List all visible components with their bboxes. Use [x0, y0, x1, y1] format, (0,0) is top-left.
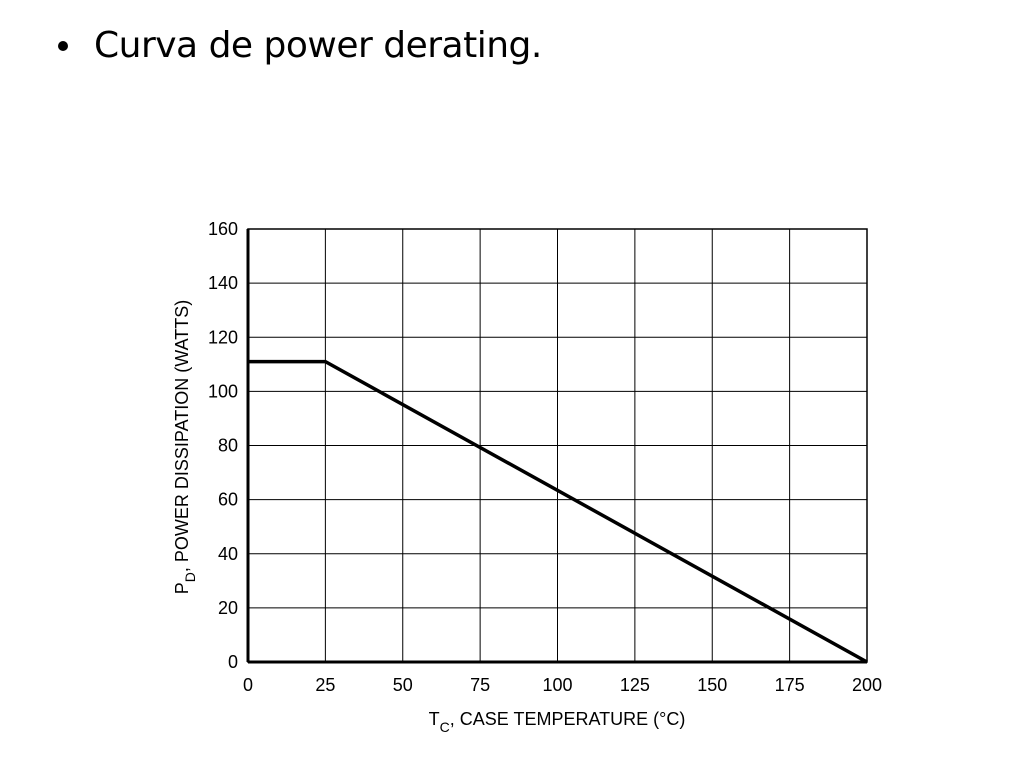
y-tick-label: 140: [208, 273, 238, 293]
x-tick-label: 0: [243, 675, 253, 695]
x-tick-label: 75: [470, 675, 490, 695]
x-tick-label: 125: [620, 675, 650, 695]
x-tick-label: 200: [852, 675, 882, 695]
x-axis-label-rest: , CASE TEMPERATURE (°C): [450, 709, 686, 729]
x-axis-label-main: T: [429, 709, 440, 729]
y-tick-label: 0: [228, 652, 238, 672]
y-tick-label: 100: [208, 381, 238, 401]
bullet-icon: [58, 41, 68, 51]
y-tick-label: 160: [208, 219, 238, 239]
y-axis-label: PD, POWER DISSIPATION (WATTS): [172, 300, 198, 594]
y-axis-label-sub: D: [182, 572, 198, 582]
y-axis-label-main: P: [172, 582, 192, 594]
y-tick-label: 80: [218, 436, 238, 456]
x-axis-label-sub: C: [440, 719, 450, 735]
y-tick-label: 60: [218, 490, 238, 510]
grid-lines: [246, 228, 868, 664]
x-tick-label: 50: [393, 675, 413, 695]
x-tick-label: 175: [775, 675, 805, 695]
series-layer: [248, 359, 868, 664]
y-axis-label-rest: , POWER DISSIPATION (WATTS): [172, 300, 192, 572]
derating-curve: [248, 359, 868, 664]
x-tick-label: 100: [542, 675, 572, 695]
y-tick-label: 40: [218, 544, 238, 564]
slide-title: Curva de power derating.: [58, 22, 542, 70]
x-tick-label: 150: [697, 675, 727, 695]
y-tick-label: 20: [218, 598, 238, 618]
slide-title-text: Curva de power derating.: [94, 25, 542, 66]
y-tick-label: 120: [208, 327, 238, 347]
tick-labels: 0 25 50 75 100 125 150 175 200 0 20 40 60 80 100 120 140…: [208, 219, 882, 695]
x-axis-label: TC, CASE TEMPERATURE (°C): [429, 709, 686, 735]
x-tick-label: 25: [315, 675, 335, 695]
